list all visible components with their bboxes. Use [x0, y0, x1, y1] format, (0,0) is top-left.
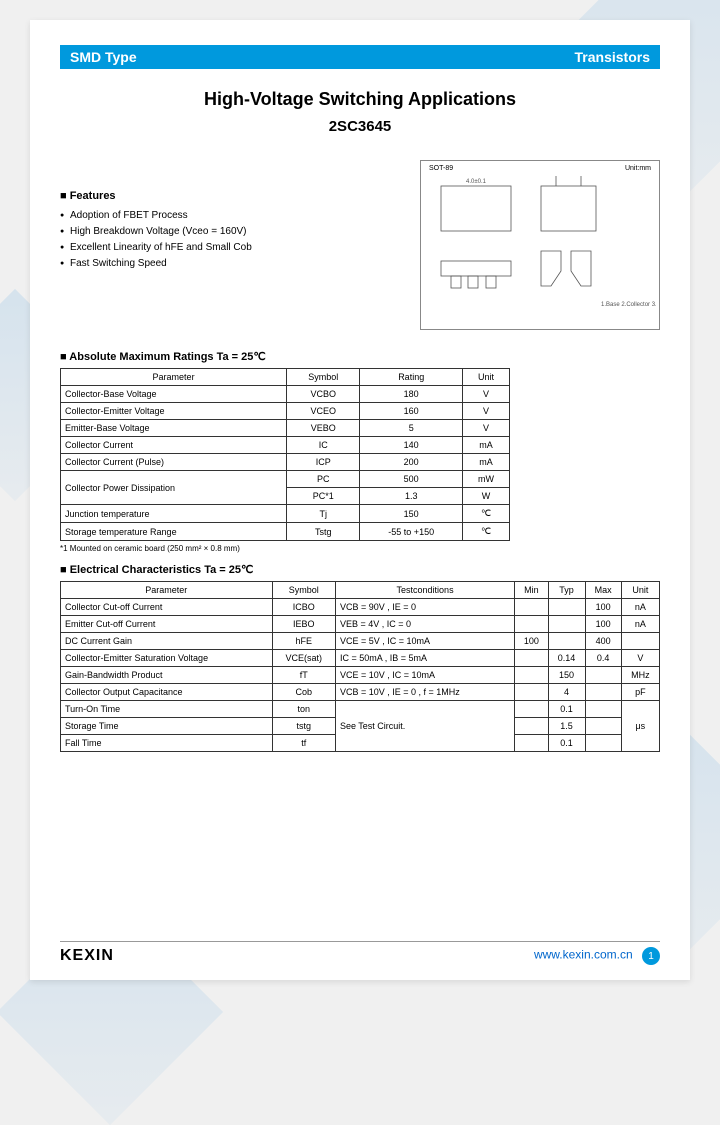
footer-url: www.kexin.com.cn — [534, 948, 633, 962]
col-header: Parameter — [61, 582, 273, 599]
table2-title: ■ Electrical Characteristics Ta = 25℃ — [60, 563, 660, 576]
table1-footnote: *1 Mounted on ceramic board (250 mm² × 0… — [60, 544, 660, 553]
col-header: Unit — [463, 369, 510, 386]
table-row: Collector-Emitter Saturation VoltageVCE(… — [61, 650, 660, 667]
package-diagram: SOT-89 Unit:mm 4.0±0.1 1.Base 2.Collecto… — [420, 160, 660, 330]
table-row: Collector Current (Pulse)ICP200mA — [61, 454, 510, 471]
features-heading: ■ Features — [60, 190, 420, 202]
feature-item: High Breakdown Voltage (Vceo = 160V) — [60, 226, 420, 237]
col-header: Rating — [360, 369, 463, 386]
table-row: Turn-On TimetonSee Test Circuit.0.1μs — [61, 701, 660, 718]
table-row: Emitter-Base VoltageVEBO5V — [61, 420, 510, 437]
table-row: DC Current GainhFEVCE = 5V , IC = 10mA10… — [61, 633, 660, 650]
col-header: Parameter — [61, 369, 287, 386]
svg-text:1.Base 2.Collector 3.Emitter: 1.Base 2.Collector 3.Emitter — [601, 302, 656, 308]
table-row: Junction temperatureTj150℃ — [61, 505, 510, 523]
page-title: High-Voltage Switching Applications — [60, 89, 660, 110]
table-row: Emitter Cut-off CurrentIEBOVEB = 4V , IC… — [61, 616, 660, 633]
electrical-table: Parameter Symbol Testconditions Min Typ … — [60, 581, 660, 752]
header-bar: SMD Type Transistors — [60, 45, 660, 69]
part-number: 2SC3645 — [60, 118, 660, 135]
feature-item: Adoption of FBET Process — [60, 210, 420, 221]
header-left: SMD Type — [70, 49, 137, 65]
package-type: SOT-89 — [429, 165, 453, 172]
features-section: ■ Features Adoption of FBET Process High… — [60, 160, 420, 330]
logo: KEXIN — [60, 947, 114, 965]
table-row: Gain-Bandwidth ProductfTVCE = 10V , IC =… — [61, 667, 660, 684]
col-header: Symbol — [272, 582, 335, 599]
table-row: Storage temperature RangeTstg-55 to +150… — [61, 523, 510, 541]
feature-item: Excellent Linearity of hFE and Small Cob — [60, 242, 420, 253]
table-row: Collector Cut-off CurrentICBOVCB = 90V ,… — [61, 599, 660, 616]
svg-text:4.0±0.1: 4.0±0.1 — [466, 179, 487, 185]
table-row: Collector CurrentIC140mA — [61, 437, 510, 454]
package-svg: 4.0±0.1 1.Base 2.Collector 3.Emitter — [426, 166, 656, 316]
footer: KEXIN www.kexin.com.cn 1 — [60, 941, 660, 965]
table-row: Collector Output CapacitanceCobVCB = 10V… — [61, 684, 660, 701]
table-row: Collector-Emitter VoltageVCEO160V — [61, 403, 510, 420]
package-unit: Unit:mm — [625, 165, 651, 172]
col-header: Symbol — [287, 369, 360, 386]
features-list: Adoption of FBET Process High Breakdown … — [60, 210, 420, 269]
abs-max-table: Parameter Symbol Rating Unit Collector-B… — [60, 368, 510, 541]
table1-title: ■ Absolute Maximum Ratings Ta = 25℃ — [60, 350, 660, 363]
col-header: Max — [585, 582, 621, 599]
table-row: Collector Power DissipationPC500mW — [61, 471, 510, 488]
col-header: Unit — [621, 582, 659, 599]
header-right: Transistors — [575, 49, 650, 65]
page-number: 1 — [642, 947, 660, 965]
col-header: Testconditions — [335, 582, 514, 599]
table-row: Collector-Base VoltageVCBO180V — [61, 386, 510, 403]
col-header: Typ — [548, 582, 585, 599]
feature-item: Fast Switching Speed — [60, 258, 420, 269]
col-header: Min — [515, 582, 548, 599]
datasheet-page: SMD Type Transistors High-Voltage Switch… — [30, 20, 690, 980]
